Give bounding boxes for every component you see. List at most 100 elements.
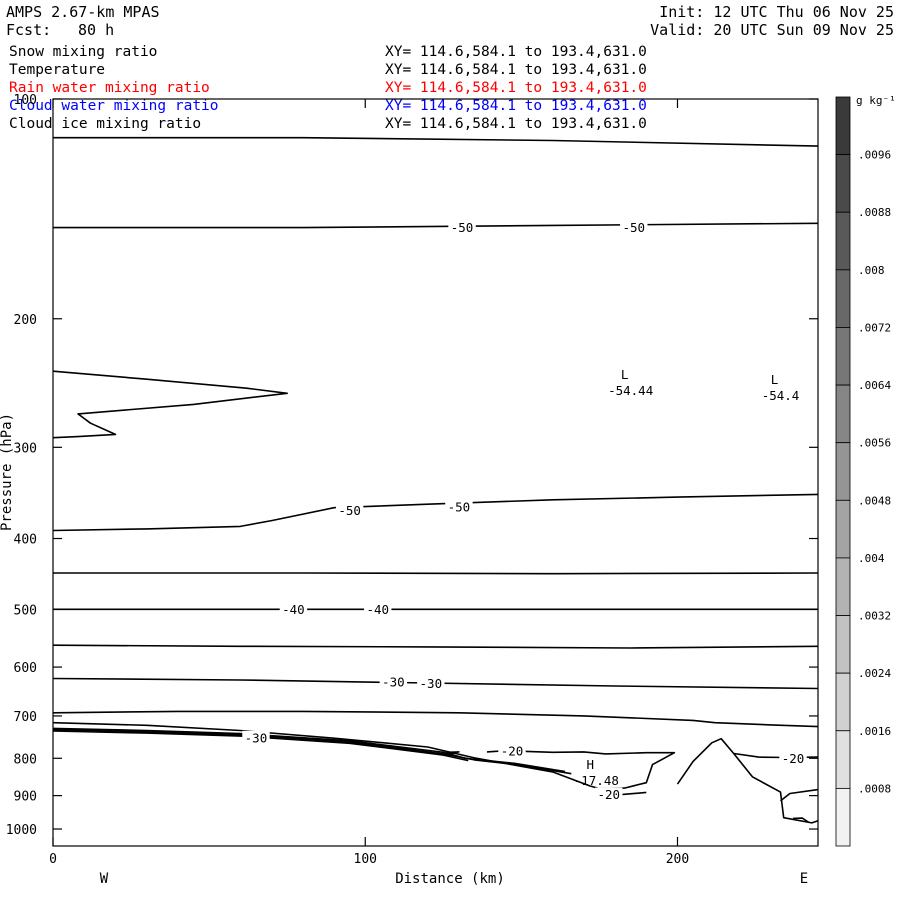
field-name: Cloud ice mixing ratio <box>9 116 202 132</box>
colorbar-unit: g kg⁻¹ <box>856 94 896 107</box>
extremum-marker: L <box>621 367 629 382</box>
model-title: AMPS 2.67-km MPAS <box>6 3 160 21</box>
forecast-hours: 80 h <box>78 21 115 39</box>
colorbar-swatch <box>835 787 851 847</box>
temperature-contour-line <box>792 817 810 823</box>
y-tick-label: 1000 <box>6 823 37 838</box>
temperature-contour-line <box>53 572 819 575</box>
field-name: Rain water mixing ratio <box>9 80 210 96</box>
y-tick-label: 900 <box>14 790 37 805</box>
field-xy: XY= 114.6,584.1 to 193.4,631.0 <box>385 80 647 96</box>
init-time: Init: 12 UTC Thu 06 Nov 25 <box>659 3 894 21</box>
temperature-contour-line <box>446 751 460 755</box>
y-tick-label: 100 <box>14 93 37 108</box>
y-tick-label: 200 <box>14 313 37 328</box>
colorbar-label: .0096 <box>858 149 891 162</box>
contour-label: -40 <box>366 602 389 617</box>
field-xy: XY= 114.6,584.1 to 193.4,631.0 <box>385 44 647 60</box>
contour-label: -30 <box>420 676 443 691</box>
colorbar-swatch <box>835 154 851 213</box>
contour-label-background <box>779 751 807 766</box>
contour-label-background <box>364 602 392 617</box>
y-tick-label: 700 <box>14 710 37 725</box>
field-name: Snow mixing ratio <box>9 44 158 60</box>
temperature-contour-line <box>780 788 819 802</box>
contour-label: -30 <box>245 730 268 745</box>
field-xy: XY= 114.6,584.1 to 193.4,631.0 <box>385 116 647 132</box>
x-axis-east-label: E <box>800 871 808 887</box>
colorbar-label: .0032 <box>858 610 891 623</box>
contour-label: -20 <box>501 744 524 759</box>
temperature-contour-line <box>52 493 819 532</box>
colorbar-label: .0008 <box>858 782 891 795</box>
contour-label-background <box>417 676 445 691</box>
contour-label-background <box>335 503 364 518</box>
field-xy: XY= 114.6,584.1 to 193.4,631.0 <box>385 62 647 78</box>
plot-frame <box>52 98 819 847</box>
y-tick-label: 600 <box>14 661 37 676</box>
contour-label-background <box>279 602 308 617</box>
forecast-label: Fcst: <box>6 21 52 39</box>
y-tick-label: 800 <box>14 752 37 767</box>
colorbar-label: .0056 <box>858 437 891 450</box>
colorbar-swatch <box>835 615 851 674</box>
colorbar-label: .0024 <box>858 667 891 680</box>
colorbar-label: .0072 <box>858 321 891 334</box>
contour-label-background <box>620 220 648 235</box>
temperature-contour-line <box>486 749 676 790</box>
colorbar-swatch <box>835 557 851 616</box>
extremum-marker: H <box>587 757 595 772</box>
valid-time: Valid: 20 UTC Sun 09 Nov 25 <box>650 21 894 39</box>
colorbar-swatch <box>835 730 851 789</box>
y-tick-label: 500 <box>14 603 37 618</box>
x-axis-west-label: W <box>100 871 109 887</box>
temperature-contour-line <box>52 710 819 728</box>
field-name: Cloud water mixing ratio <box>9 98 219 114</box>
colorbar-label: .0064 <box>858 379 891 392</box>
colorbar: .0096 .0088 .008 .0072 .0064 .0056 .0048 .004 .0… <box>835 96 891 847</box>
extremum-value: -17.48 <box>574 773 619 788</box>
contour-label: -50 <box>338 503 361 518</box>
contour-label-background <box>445 499 473 514</box>
temperature-contour-line <box>52 728 572 775</box>
temperature-contour-line <box>676 737 819 824</box>
temperature-contour-line <box>53 222 819 229</box>
contour-label-background <box>242 730 270 745</box>
colorbar-label: .0016 <box>858 725 891 738</box>
field-xy: XY= 114.6,584.1 to 193.4,631.0 <box>385 98 647 114</box>
contour-label: -50 <box>451 220 474 235</box>
contour-label-background <box>595 787 623 802</box>
colorbar-label: .0048 <box>858 494 891 507</box>
colorbar-label: .004 <box>858 552 885 565</box>
colorbar-swatch <box>835 499 851 559</box>
y-tick-label: 400 <box>14 533 37 548</box>
x-tick-label: 100 <box>354 852 377 867</box>
extremum-value: -54.44 <box>608 383 653 398</box>
contour-label: -30 <box>382 675 405 690</box>
temperature-contour-line <box>52 644 819 649</box>
contour-label: -20 <box>598 787 621 802</box>
x-axis-title: Distance (km) <box>395 871 505 887</box>
temperature-contour-line <box>52 730 469 762</box>
colorbar-swatch <box>835 211 851 271</box>
temperature-contour-line <box>52 370 288 439</box>
contour-label-background <box>498 744 526 759</box>
colorbar-swatch <box>835 384 851 444</box>
field-name: Temperature <box>9 62 106 78</box>
temperature-contour-line <box>52 727 566 773</box>
extremum-marker: L <box>771 372 779 387</box>
x-tick-label: 0 <box>49 852 57 867</box>
colorbar-swatch <box>835 327 851 386</box>
x-tick-label: 200 <box>666 852 689 867</box>
colorbar-swatch <box>835 672 851 732</box>
colorbar-swatch <box>835 96 851 156</box>
contour-label: -50 <box>448 499 471 514</box>
contour-label-background <box>448 220 476 235</box>
contour-label-background <box>379 675 408 690</box>
colorbar-swatch <box>835 269 851 328</box>
extremum-value: -54.4 <box>762 388 800 403</box>
y-axis-title: Pressure (hPa) <box>0 413 15 531</box>
contour-label: -50 <box>622 220 645 235</box>
y-tick-label: 300 <box>14 441 37 456</box>
